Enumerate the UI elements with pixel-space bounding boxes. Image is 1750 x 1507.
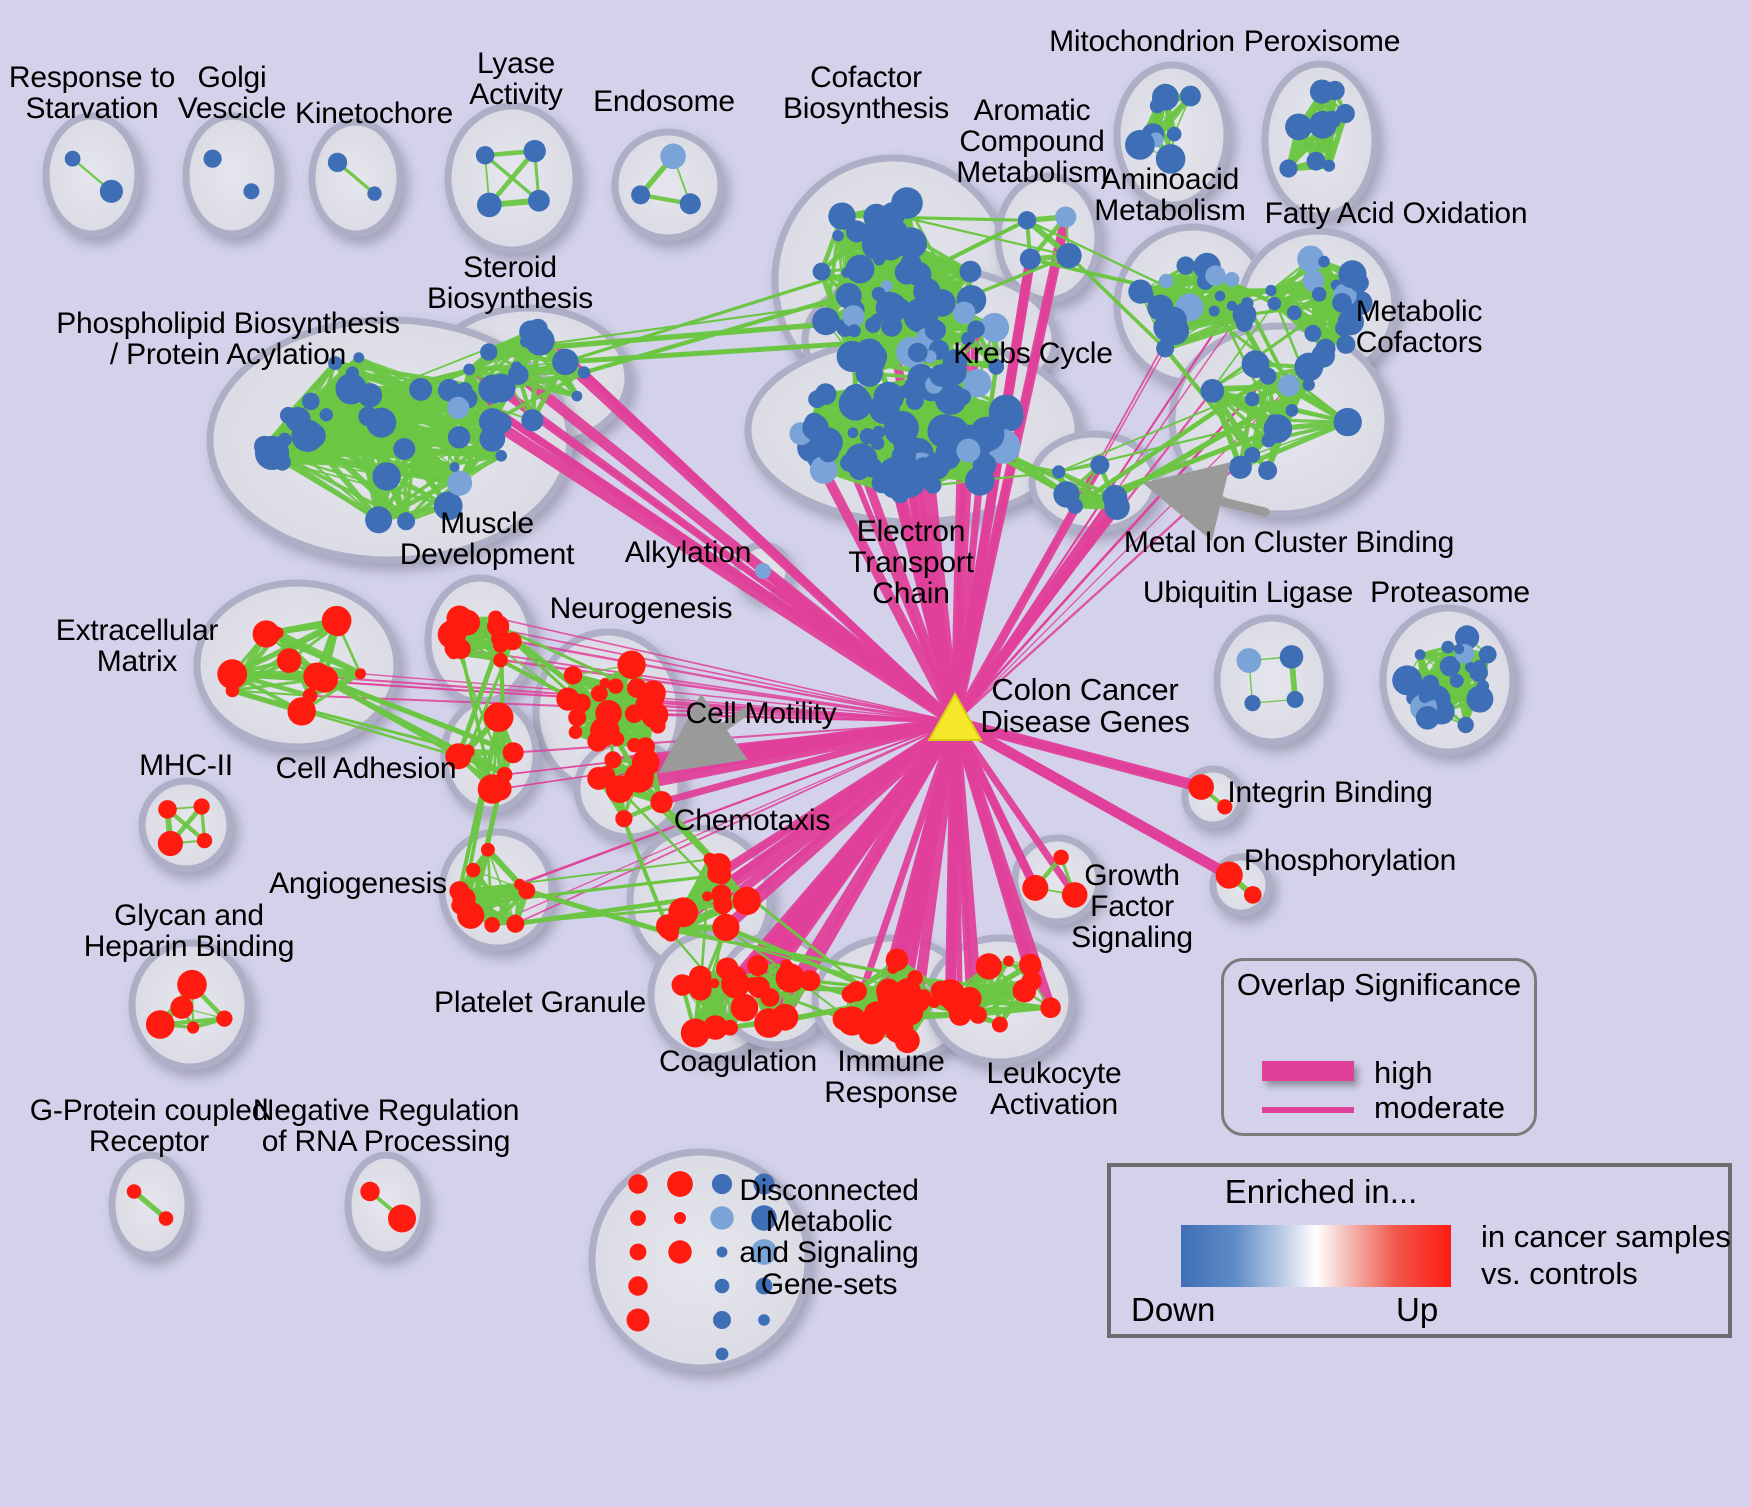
high-significance-swatch xyxy=(1262,1061,1354,1081)
enrichment-context-label: in cancer samples vs. controls xyxy=(1481,1219,1731,1291)
cluster-label-endosome: Endosome xyxy=(593,85,735,118)
cluster-label-response-to-starvation: Response to Starvation xyxy=(8,61,176,126)
enrichment-legend-title: Enriched in... xyxy=(1224,1173,1418,1210)
enrichment-up-label: Up xyxy=(1396,1291,1439,1328)
enrichment-down-label: Down xyxy=(1131,1291,1216,1328)
overlap-significance-legend: Overlap Significance high moderate xyxy=(1221,958,1537,1136)
cluster-label-aminoacid-metabolism: Aminoacid Metabolism xyxy=(1094,163,1246,228)
cluster-label-glycan-heparin-binding: Glycan and Heparin Binding xyxy=(83,899,295,964)
cluster-label-coagulation: Coagulation xyxy=(659,1045,817,1078)
cluster-label-phospholipid-biosynthesis: Phospholipid Biosynthesis / Protein Acyl… xyxy=(56,307,400,372)
cluster-label-growth-factor-signaling: Growth Factor Signaling xyxy=(1071,859,1193,955)
overlap-legend-title: Overlap Significance xyxy=(1236,967,1522,1002)
moderate-significance-swatch xyxy=(1262,1107,1354,1113)
moderate-significance-label: moderate xyxy=(1374,1090,1505,1125)
cluster-label-chemotaxis: Chemotaxis xyxy=(673,804,831,837)
gene-set-nodes xyxy=(64,79,1497,1361)
cluster-label-fatty-acid-oxidation: Fatty Acid Oxidation xyxy=(1264,197,1528,230)
cluster-label-platelet-granule: Platelet Granule xyxy=(434,986,646,1019)
cluster-ubiquitin-ligase[interactable] xyxy=(1213,614,1331,746)
cluster-label-phosphorylation: Phosphorylation xyxy=(1243,844,1457,877)
cluster-label-immune-response: Immune Response xyxy=(824,1045,958,1110)
cluster-label-integrin-binding: Integrin Binding xyxy=(1227,776,1433,809)
cluster-label-muscle-development: Muscle Development xyxy=(399,507,575,572)
cluster-label-mhc-ii: MHC-II xyxy=(139,749,233,782)
cluster-label-disconnected-gene-sets: Disconnected Metabolic and Signaling Gen… xyxy=(739,1174,919,1301)
cluster-label-g-protein-coupled-receptor: G-Protein coupled Receptor xyxy=(29,1094,269,1159)
cluster-label-angiogenesis: Angiogenesis xyxy=(269,867,447,900)
cluster-golgi-vescicle[interactable] xyxy=(182,112,282,238)
cluster-label-lyase-activity: Lyase Activity xyxy=(469,47,563,112)
cluster-label-cell-adhesion: Cell Adhesion xyxy=(275,752,457,785)
cluster-label-aromatic-compound-metabolism: Aromatic Compound Metabolism xyxy=(956,94,1108,190)
cluster-label-steroid-biosynthesis: Steroid Biosynthesis xyxy=(426,251,593,316)
cluster-label-negative-regulation-rna-processing: Negative Regulation of RNA Processing xyxy=(252,1094,520,1159)
cluster-label-extracellular-matrix: Extracellular Matrix xyxy=(55,614,219,679)
hub-label: Colon Cancer Disease Genes xyxy=(980,672,1190,740)
enrichment-colorbar xyxy=(1181,1225,1451,1287)
cluster-label-neurogenesis: Neurogenesis xyxy=(549,592,733,625)
hub-node[interactable] xyxy=(927,691,983,741)
cluster-label-golgi-vescicle: Golgi Vescicle xyxy=(177,61,287,126)
cluster-label-leukocyte-activation: Leukocyte Activation xyxy=(986,1057,1122,1122)
cluster-label-proteasome: Proteasome xyxy=(1370,576,1530,609)
cluster-label-cell-motility: Cell Motility xyxy=(685,697,837,730)
cluster-label-ubiquitin-ligase: Ubiquitin Ligase xyxy=(1142,576,1354,609)
colon-cancer-disease-genes-hub[interactable] xyxy=(927,691,983,741)
callout-arrows xyxy=(658,462,1270,774)
cluster-label-metabolic-cofactors: Metabolic Cofactors xyxy=(1355,295,1483,360)
enrichment-legend: Enriched in... Down Up in cancer samples… xyxy=(1107,1163,1732,1338)
cluster-label-mitochondrion: Mitochondrion xyxy=(1049,25,1235,58)
cluster-label-krebs-cycle: Krebs Cycle xyxy=(953,337,1113,370)
cluster-label-alkylation: Alkylation xyxy=(624,536,752,569)
high-significance-label: high xyxy=(1374,1055,1433,1090)
cluster-label-electron-transport-chain: Electron Transport Chain xyxy=(848,515,974,611)
cluster-label-peroxisome: Peroxisome xyxy=(1243,25,1401,58)
cluster-label-kinetochore: Kinetochore xyxy=(295,97,453,130)
cluster-label-cofactor-biosynthesis: Cofactor Biosynthesis xyxy=(782,61,949,126)
cluster-label-metal-ion-cluster-binding: Metal Ion Cluster Binding xyxy=(1123,526,1455,559)
